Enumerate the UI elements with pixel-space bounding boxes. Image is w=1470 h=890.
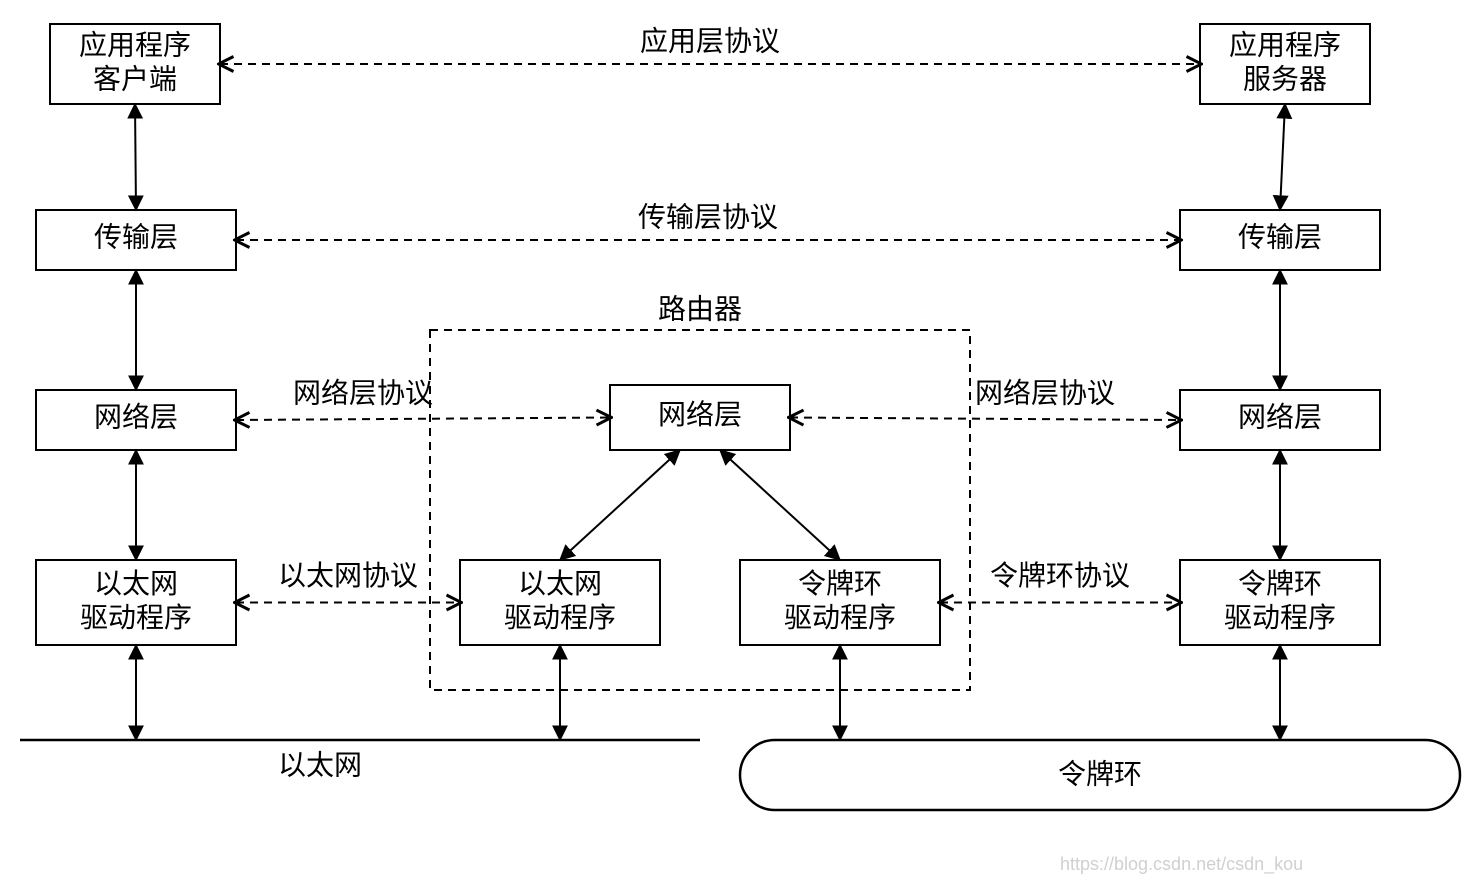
eth_left-label2: 驱动程序 (80, 602, 192, 634)
net_right-label: 网络层 (1238, 401, 1322, 433)
token_right-label1: 令牌环 (1238, 568, 1322, 600)
net-proto-right (790, 418, 1180, 421)
app_server-label2: 服务器 (1243, 63, 1327, 95)
ethernet-bus-label: 以太网 (278, 749, 362, 781)
app_client-label2: 客户端 (93, 63, 177, 95)
net-proto-right-label: 网络层协议 (975, 377, 1115, 409)
token_right-label2: 驱动程序 (1224, 602, 1336, 634)
trans_left-label: 传输层 (94, 221, 178, 253)
router-diag-right (720, 450, 840, 560)
eth_center-label2: 驱动程序 (504, 602, 616, 634)
trans_right-label: 传输层 (1238, 221, 1322, 253)
stack-connector (135, 104, 136, 210)
net_left-label: 网络层 (94, 401, 178, 433)
token_center-label1: 令牌环 (798, 568, 882, 600)
watermark: https://blog.csdn.net/csdn_kou (1060, 854, 1303, 875)
net-proto-left (236, 418, 610, 421)
token-proto-label: 令牌环协议 (990, 560, 1130, 592)
app_client-label1: 应用程序 (79, 29, 191, 61)
app_server-label1: 应用程序 (1229, 29, 1341, 61)
token-ring-bus-label: 令牌环 (1058, 758, 1142, 790)
router-label: 路由器 (658, 293, 742, 325)
eth_center-label1: 以太网 (518, 568, 602, 600)
net-proto-left-label: 网络层协议 (293, 377, 433, 409)
stack-connector (1280, 104, 1285, 210)
token_center-label2: 驱动程序 (784, 602, 896, 634)
protocol-label: 传输层协议 (638, 201, 778, 233)
net_center-label: 网络层 (658, 399, 742, 431)
eth_left-label1: 以太网 (94, 568, 178, 600)
eth-proto-label: 以太网协议 (278, 560, 418, 592)
router-diag-left (560, 450, 680, 560)
protocol-label: 应用层协议 (640, 25, 780, 57)
